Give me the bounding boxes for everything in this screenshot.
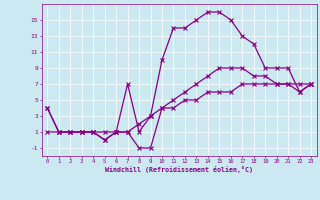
X-axis label: Windchill (Refroidissement éolien,°C): Windchill (Refroidissement éolien,°C) (105, 166, 253, 173)
